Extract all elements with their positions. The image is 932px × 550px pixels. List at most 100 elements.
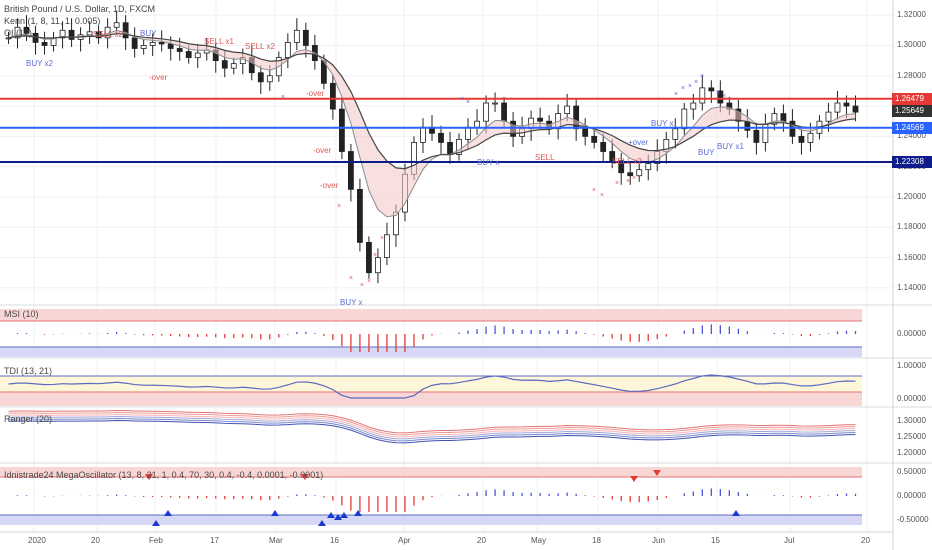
indicator-legend-kenn[interactable]: Kenn (1, 8, 11, 1, 0.005) [4,16,101,26]
signal-label: BUY [140,29,157,38]
sell-arrow [630,476,638,482]
candle [672,118,679,149]
candle-body [438,132,444,143]
buy-arrow [327,512,335,518]
candle-body [68,29,75,40]
candle [347,143,354,202]
candle-body [483,102,489,122]
indicator-legend-oi[interactable]: OI (12) [4,28,33,38]
ranger-line [8,420,856,444]
time-axis-label: Apr [398,536,411,545]
candle-body [645,163,652,171]
time-axis-label: 18 [592,536,601,545]
pane-title[interactable]: MSI (10) [4,309,39,319]
signal-marker: × [716,90,720,97]
signal-marker: × [600,192,604,199]
signal-label: -over [313,146,332,155]
signal-label: BUY x2 [26,59,53,68]
candle-body [465,126,471,140]
osc-lower-band [0,515,862,525]
buy-arrow [340,512,348,518]
candle-body [194,52,201,58]
candle-body [86,31,93,36]
candle-body [366,241,372,274]
candle-body [780,113,787,122]
sell-arrow [301,474,309,480]
candle-body [357,188,363,243]
candle-body [266,75,273,83]
signal-marker: × [360,282,364,289]
candle-body [302,29,309,46]
signal-marker: × [626,178,630,185]
pane-axis-label: 1.30000 [897,416,926,425]
candle [492,92,498,113]
signal-marker: × [367,278,371,285]
candle-body [347,151,354,190]
pane-title[interactable]: Ranger (20) [4,414,53,424]
candle [474,109,480,135]
signal-label: -over [320,181,339,190]
candle [140,39,147,55]
candle-body [582,128,589,137]
candle-body [447,142,453,155]
candle [699,75,706,111]
candle-body [140,45,147,49]
signal-marker: × [694,79,698,86]
candle-body [131,37,138,49]
signal-label: SELL x2 [612,157,642,166]
signal-marker: × [460,96,464,103]
time-axis-label: 20 [477,536,486,545]
pane-title[interactable]: TDI (13, 21) [4,366,53,376]
candle-body [176,48,183,52]
ranger-bands [8,410,856,444]
candle-body [149,42,156,46]
candle-body [771,113,778,125]
candle-body [627,172,634,177]
candle-body [221,60,228,69]
signal-label: SELL x1 [204,37,234,46]
candle [771,107,778,131]
signal-label: +over [628,138,649,147]
pane-axis-label: -0.50000 [897,515,929,524]
time-axis-label: 16 [330,536,339,545]
candle [50,31,57,52]
candle [438,125,444,155]
signal-marker: × [700,73,704,80]
candle-body [834,102,841,113]
pane-axis-label: 1.00000 [897,361,926,370]
signal-marker: × [674,91,678,98]
msi-histogram [16,324,857,352]
candle-body [618,160,625,174]
candle [618,153,625,185]
candle [744,109,751,138]
candle-body [185,51,192,58]
candle-body [672,128,679,140]
ranger-line [8,416,856,440]
candle-body [843,102,850,107]
candle [375,248,381,284]
candle [636,163,643,182]
candle-body [798,135,805,143]
price-axis-label: 1.28000 [897,70,926,80]
pane-axis-label: 0.00000 [897,491,926,500]
candle-body [690,102,697,110]
buy-arrow [732,510,740,516]
candle-body [384,234,390,258]
candle-body [41,42,48,46]
candle [284,33,291,69]
signal-label: BUY x [477,158,500,167]
candle [789,109,796,144]
pane-title[interactable]: Idnistrade24 MegaOscillator (13, 8, 21, … [4,470,324,480]
candle [600,133,607,163]
tdi-lower-band [0,392,862,406]
candle [456,133,462,161]
candle-body [699,87,706,104]
candle [627,162,634,185]
signal-marker: × [349,275,353,282]
signal-marker: × [281,94,285,101]
candle-body [825,111,832,122]
time-axis-label: 20 [91,536,100,545]
grid-lines [0,0,893,532]
signal-marker: × [373,252,377,259]
